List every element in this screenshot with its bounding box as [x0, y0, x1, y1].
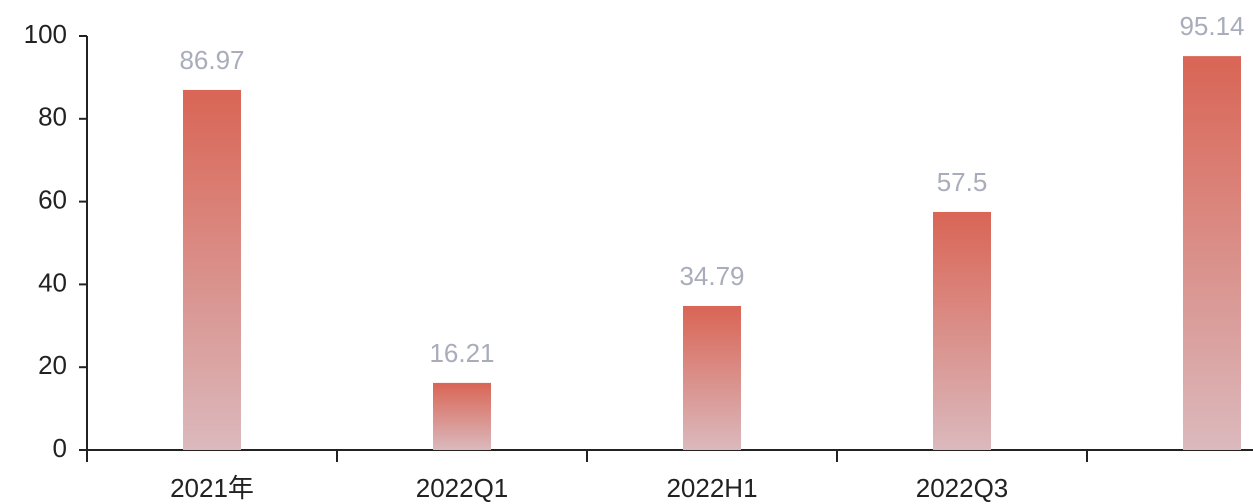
x-tick-label: 2022Q3 [916, 473, 1009, 503]
y-tick-label: 40 [38, 267, 67, 297]
bar [933, 211, 991, 450]
bar [683, 305, 741, 450]
value-label: 57.5 [937, 167, 988, 197]
y-tick-label: 0 [53, 433, 67, 463]
value-label: 34.79 [679, 261, 744, 291]
y-tick-label: 60 [38, 184, 67, 214]
bar [183, 89, 241, 450]
bar [433, 382, 491, 450]
bar [1183, 56, 1241, 451]
x-tick-label: 2022H1 [666, 473, 757, 503]
x-tick-label: 2022Q1 [416, 473, 509, 503]
y-tick-label: 100 [24, 19, 67, 49]
y-tick-label: 20 [38, 350, 67, 380]
value-label: 16.21 [429, 338, 494, 368]
value-label: 95.14 [1179, 11, 1244, 41]
y-tick-label: 80 [38, 102, 67, 132]
value-label: 86.97 [179, 45, 244, 75]
x-tick-label: 2021年 [170, 473, 254, 503]
